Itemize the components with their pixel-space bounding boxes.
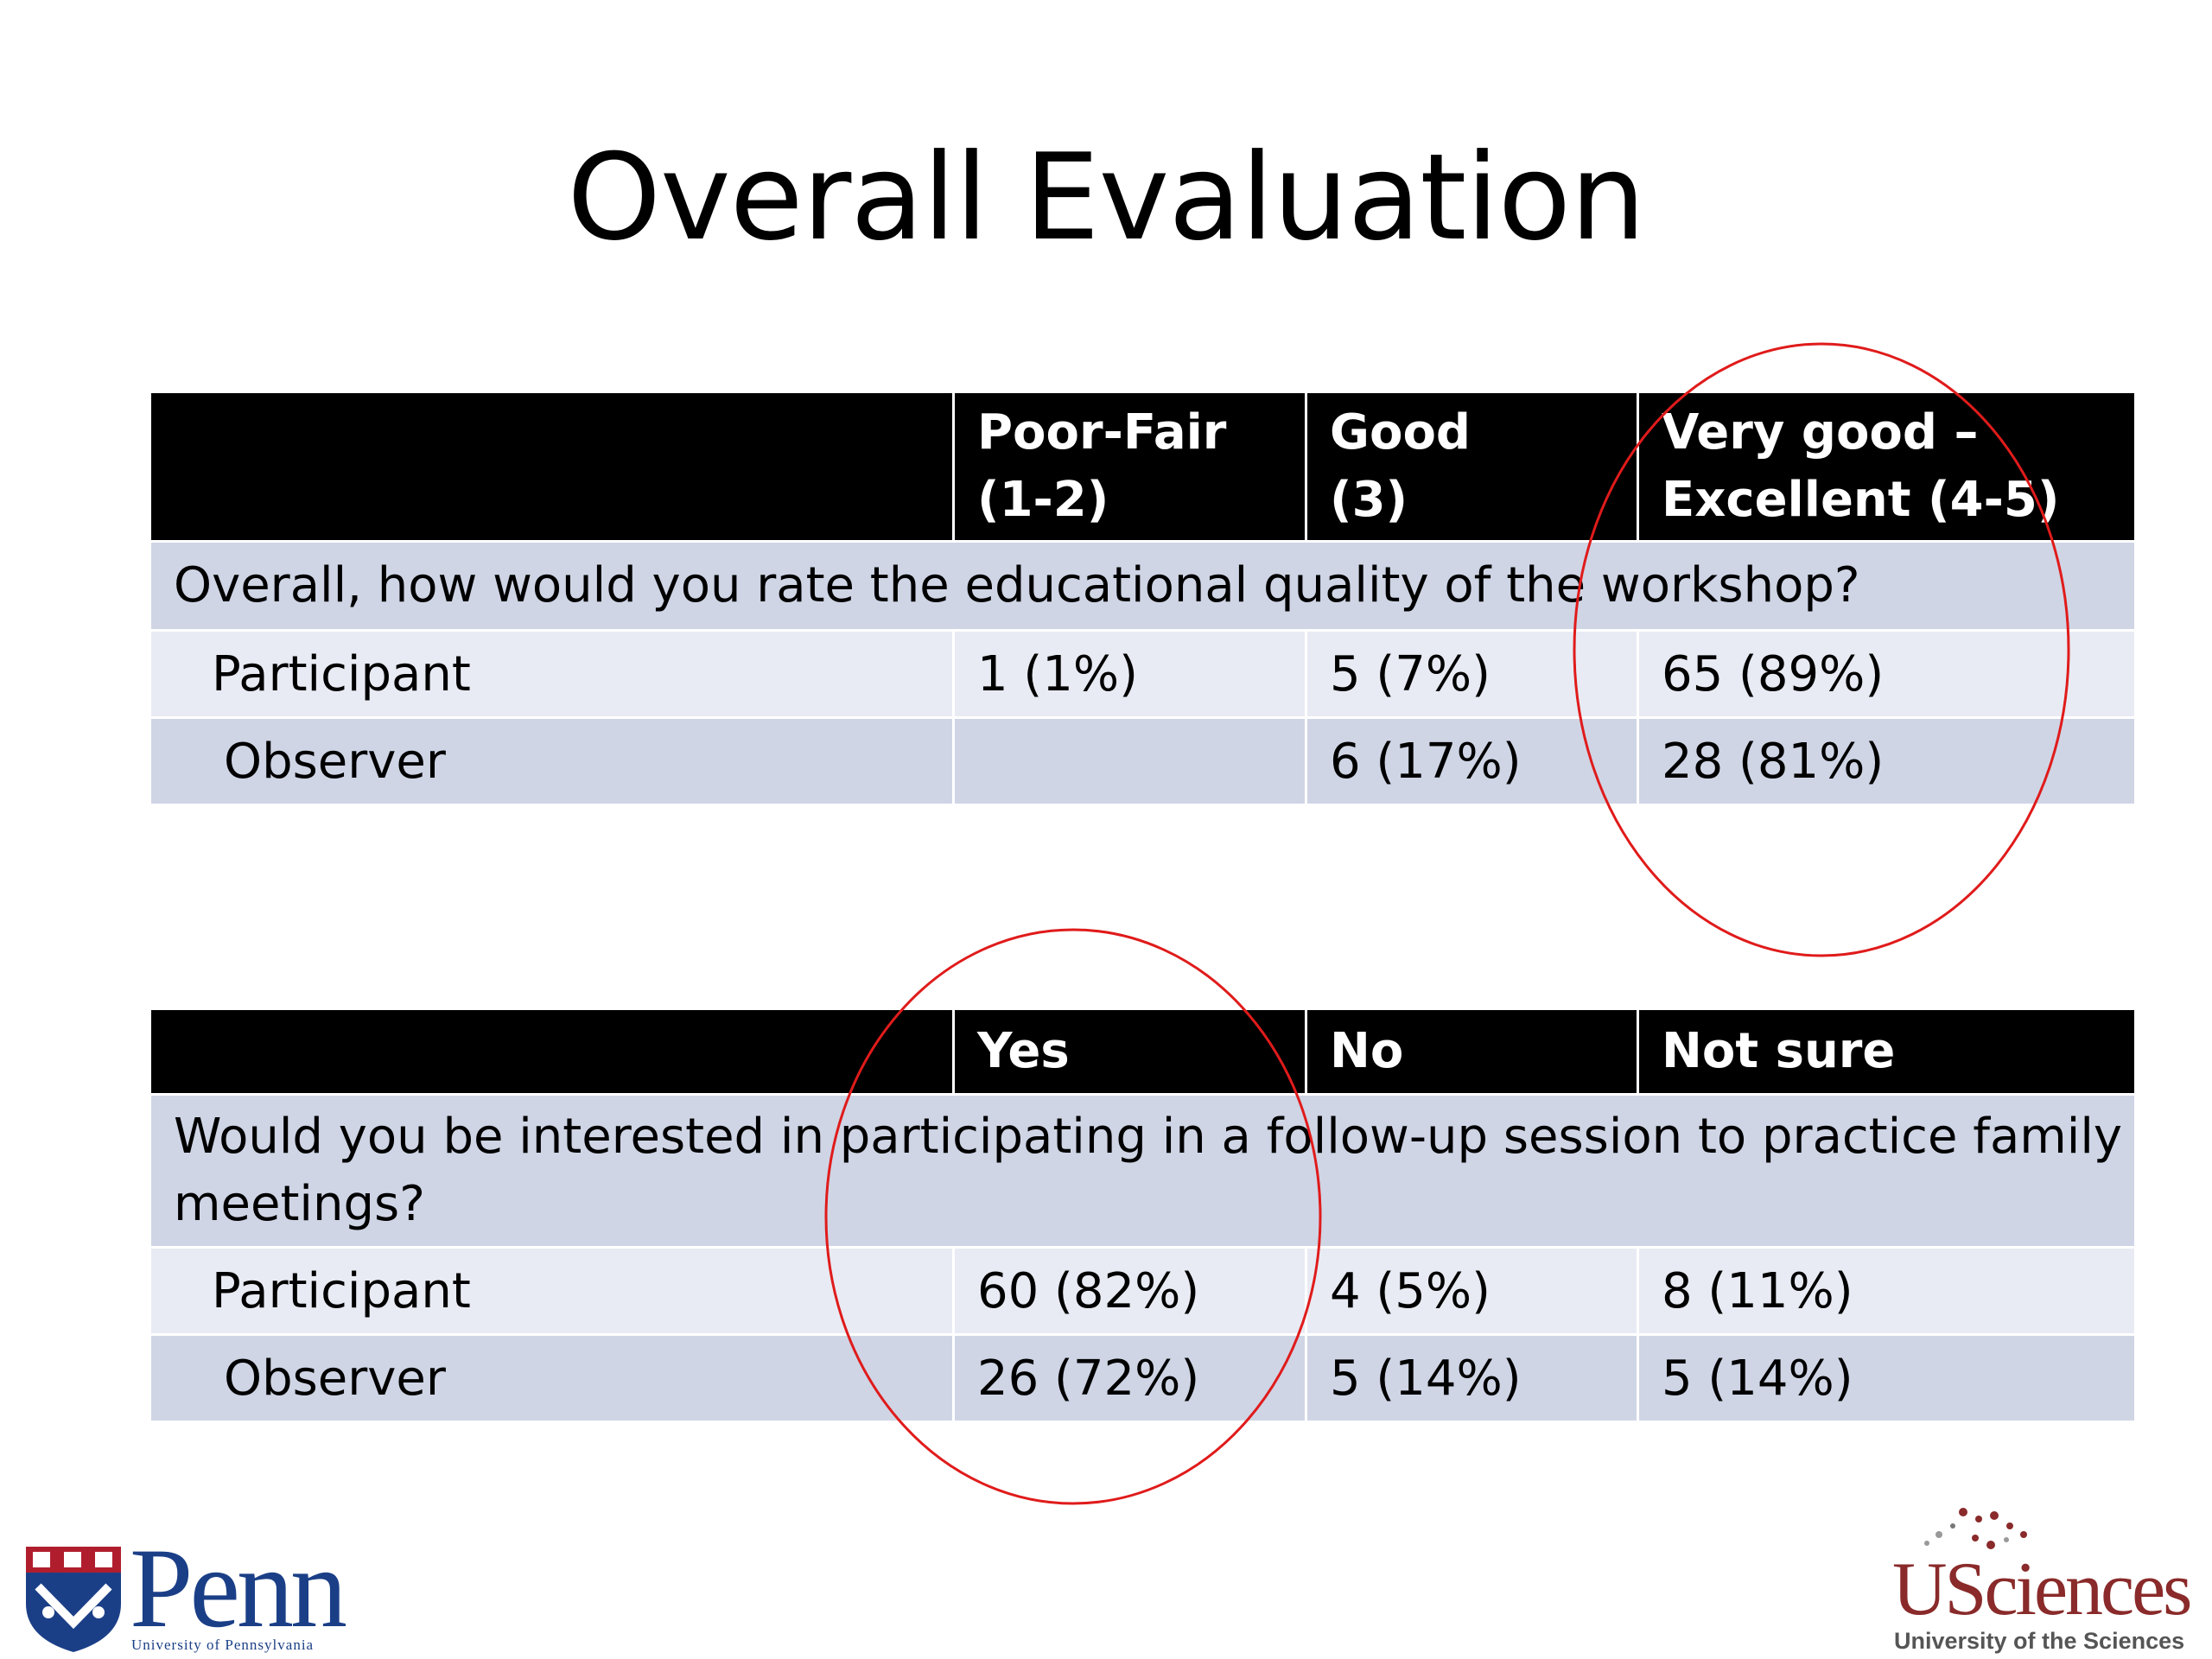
header-cell-yes: Yes [952, 1007, 1307, 1096]
cell-value [952, 716, 1307, 806]
penn-logo: Penn University of Pennsylvania [22, 1531, 385, 1656]
question-text: Would you be interested in participating… [149, 1093, 2137, 1249]
highlight-circle-excellent [1573, 342, 2070, 957]
penn-shield-icon [26, 1547, 121, 1652]
header-cell-poor-fair: Poor-Fair (1-2) [952, 391, 1307, 543]
table-row: Observer 26 (72%) 5 (14%) 5 (14%) [149, 1333, 2137, 1423]
header-cell-not-sure: Not sure [1637, 1007, 2137, 1096]
usciences-dots-icon [1924, 1508, 2027, 1549]
cell-value: 26 (72%) [952, 1333, 1307, 1423]
cell-value: 1 (1%) [952, 629, 1307, 719]
cell-value: 65 (89%) [1637, 629, 2137, 719]
header-cell-empty [149, 1007, 955, 1096]
header-cell-good: Good (3) [1305, 391, 1639, 543]
followup-table-header: Yes No Not sure [149, 1007, 2137, 1096]
table-row: Participant 1 (1%) 5 (7%) 65 (89%) [149, 629, 2137, 719]
cell-value: 4 (5%) [1305, 1246, 1639, 1336]
highlight-circle-yes [824, 928, 1322, 1505]
usciences-subtitle: University of the Sciences [1894, 1628, 2185, 1654]
usciences-logo: USciences University of the Sciences [1884, 1500, 2212, 1659]
cell-value: 60 (82%) [952, 1246, 1307, 1336]
cell-value: 5 (14%) [1637, 1333, 2137, 1423]
row-label-observer: Observer [149, 716, 955, 806]
header-cell-very-good-excellent: Very good – Excellent (4-5) [1637, 391, 2137, 543]
penn-subtitle: University of Pennsylvania [131, 1637, 315, 1653]
header-cell-no: No [1305, 1007, 1639, 1096]
slide-title: Overall Evaluation [567, 128, 1645, 267]
question-row: Would you be interested in participating… [149, 1093, 2137, 1249]
rating-table-header: Poor-Fair (1-2) Good (3) Very good – Exc… [149, 391, 2137, 543]
followup-table: Yes No Not sure Would you be interested … [149, 1007, 2137, 1423]
penn-wordmark: Penn [130, 1524, 347, 1651]
row-label-observer: Observer [149, 1333, 955, 1423]
header-cell-empty [149, 391, 955, 543]
usciences-wordmark: USciences [1892, 1548, 2192, 1631]
row-label-participant: Participant [149, 1246, 955, 1336]
cell-value: 8 (11%) [1637, 1246, 2137, 1336]
row-label-participant: Participant [149, 629, 955, 719]
cell-value: 6 (17%) [1305, 716, 1639, 806]
cell-value: 5 (7%) [1305, 629, 1639, 719]
table-row: Participant 60 (82%) 4 (5%) 8 (11%) [149, 1246, 2137, 1336]
cell-value: 5 (14%) [1305, 1333, 1639, 1423]
